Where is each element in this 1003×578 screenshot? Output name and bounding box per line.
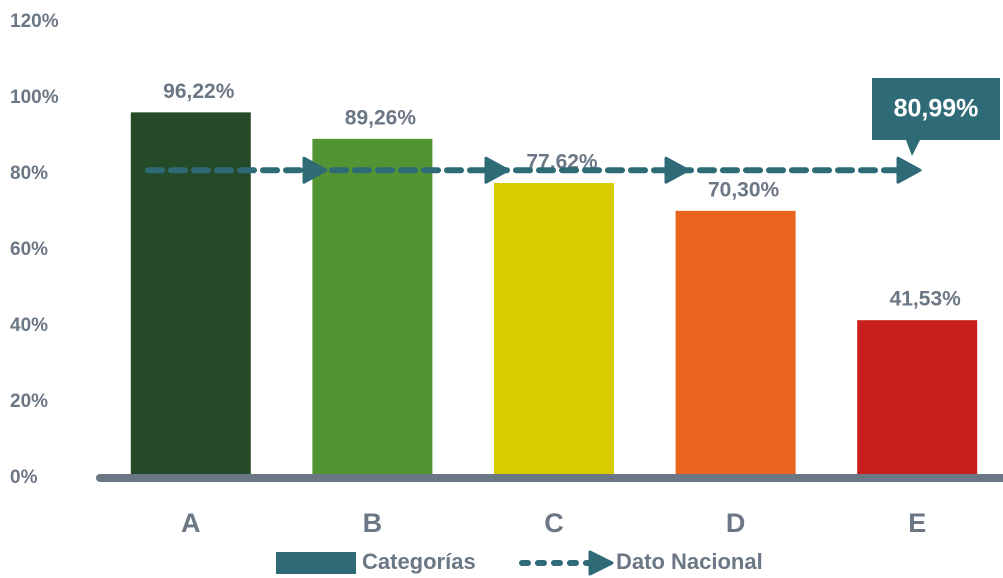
value-label: 96,22% bbox=[163, 80, 235, 103]
arrow-head bbox=[896, 156, 922, 184]
y-tick-label: 100% bbox=[10, 87, 59, 108]
value-label: 89,26% bbox=[345, 106, 417, 129]
x-tick-label: B bbox=[363, 508, 383, 538]
bar bbox=[494, 183, 614, 478]
x-tick-label: E bbox=[908, 508, 926, 538]
bar bbox=[675, 210, 796, 479]
x-tick-label: D bbox=[726, 508, 746, 538]
x-tick-label: C bbox=[544, 508, 564, 538]
value-label: 41,53% bbox=[890, 288, 962, 311]
y-tick-label: 80% bbox=[10, 163, 48, 184]
legend-label: Dato Nacional bbox=[616, 549, 763, 574]
y-tick-label: 0% bbox=[10, 467, 38, 488]
reference-label: 80,99% bbox=[894, 95, 979, 123]
y-tick-label: 120% bbox=[10, 11, 59, 32]
arrow-head bbox=[664, 156, 690, 184]
x-tick-label: A bbox=[181, 508, 201, 538]
y-tick-label: 40% bbox=[10, 315, 48, 336]
legend-swatch bbox=[276, 552, 356, 574]
bar bbox=[130, 112, 251, 478]
y-tick-label: 20% bbox=[10, 391, 48, 412]
value-label: 70,30% bbox=[708, 178, 780, 201]
y-tick-label: 60% bbox=[10, 239, 48, 260]
bar bbox=[312, 138, 433, 478]
legend-label: Categorías bbox=[362, 549, 476, 574]
bar bbox=[857, 320, 978, 478]
legend-arrow bbox=[588, 550, 614, 576]
callout-box bbox=[872, 78, 1000, 156]
arrow-head bbox=[484, 156, 510, 184]
arrow-head bbox=[302, 156, 328, 184]
